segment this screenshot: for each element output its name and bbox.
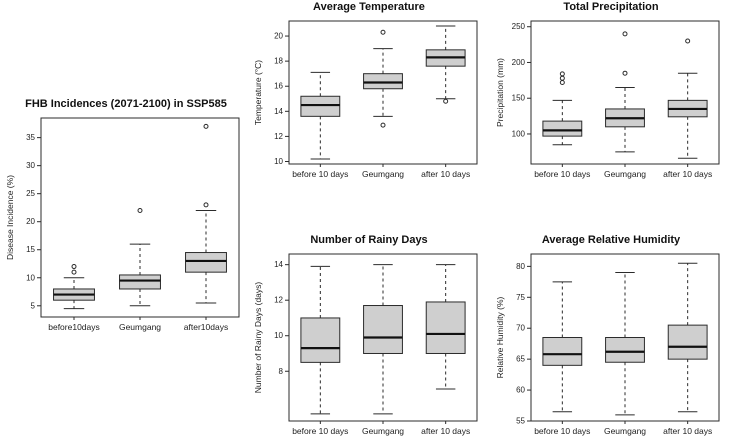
svg-text:5: 5 [31, 301, 36, 310]
svg-text:60: 60 [516, 386, 525, 395]
svg-text:55: 55 [516, 417, 525, 426]
panel-relative-humidity: Average Relative Humidity 55 60 65 70 75 80 Re… [494, 234, 728, 444]
svg-text:35: 35 [26, 133, 35, 142]
svg-text:75: 75 [516, 293, 525, 302]
svg-text:250: 250 [512, 22, 526, 31]
svg-text:12: 12 [274, 296, 283, 305]
chart-title-fhb: FHB Incidences (2071-2100) in SSP585 [25, 98, 227, 110]
svg-text:200: 200 [512, 58, 526, 67]
boxplot-average-temperature: 10 12 14 16 18 20 Temperature (°C) before 10 da… [253, 20, 478, 179]
svg-text:after 10 days: after 10 days [421, 426, 470, 436]
panel-rainy-days: Number of Rainy Days 8 10 12 14 Number of Ra… [252, 234, 486, 444]
svg-text:70: 70 [516, 324, 525, 333]
svg-text:before 10 days: before 10 days [534, 426, 590, 436]
chart-title-rainy-days: Number of Rainy Days [310, 234, 428, 246]
svg-text:18: 18 [274, 57, 283, 66]
panel-total-precipitation: Total Precipitation 100 150 200 250 Precipit… [494, 1, 728, 187]
svg-text:Temperature (°C): Temperature (°C) [253, 60, 263, 125]
svg-text:30: 30 [26, 161, 35, 170]
svg-text:16: 16 [274, 82, 283, 91]
svg-text:65: 65 [516, 355, 525, 364]
svg-text:20: 20 [274, 32, 283, 41]
svg-text:after10days: after10days [184, 322, 228, 332]
boxplot-fhb-incidence: 5 10 15 20 25 30 35 Disease Incidence (%) before… [5, 117, 240, 332]
svg-text:before10days: before10days [48, 322, 100, 332]
svg-text:Precipitation (mm): Precipitation (mm) [495, 58, 505, 127]
panel-fhb-incidence: FHB Incidences (2071-2100) in SSP585 5 10… [4, 98, 248, 340]
svg-text:10: 10 [274, 157, 283, 166]
boxplot-relative-humidity: 55 60 65 70 75 80 Relative Humidity (%) before … [495, 253, 720, 436]
svg-text:Relative Humidity (%): Relative Humidity (%) [495, 296, 505, 378]
svg-text:14: 14 [274, 107, 283, 116]
svg-text:14: 14 [274, 260, 283, 269]
svg-text:10: 10 [274, 331, 283, 340]
svg-text:100: 100 [512, 129, 526, 138]
svg-text:Geumgang: Geumgang [604, 169, 646, 179]
svg-text:before 10 days: before 10 days [292, 426, 348, 436]
chart-title-precipitation: Total Precipitation [563, 1, 659, 13]
svg-text:Geumgang: Geumgang [362, 426, 404, 436]
svg-text:before 10 days: before 10 days [534, 169, 590, 179]
svg-text:20: 20 [26, 217, 35, 226]
chart-title-temperature: Average Temperature [313, 1, 425, 13]
svg-text:10: 10 [26, 273, 35, 282]
svg-text:Geumgang: Geumgang [119, 322, 161, 332]
chart-title-relative-humidity: Average Relative Humidity [541, 234, 681, 246]
boxplot-total-precipitation: 100 150 200 250 Precipitation (mm) before 10 … [495, 20, 720, 179]
panel-average-temperature: Average Temperature 10 12 14 16 18 20 Temperat… [252, 1, 486, 187]
svg-text:15: 15 [26, 245, 35, 254]
svg-text:before 10 days: before 10 days [292, 169, 348, 179]
svg-text:after 10 days: after 10 days [663, 169, 712, 179]
svg-text:Geumgang: Geumgang [604, 426, 646, 436]
svg-text:after 10 days: after 10 days [663, 426, 712, 436]
boxplot-rainy-days: 8 10 12 14 Number of Rainy Days (days) before… [253, 253, 478, 436]
svg-text:Number of Rainy Days (days): Number of Rainy Days (days) [253, 282, 263, 394]
svg-text:80: 80 [516, 262, 525, 271]
svg-text:25: 25 [26, 189, 35, 198]
svg-text:12: 12 [274, 132, 283, 141]
svg-text:150: 150 [512, 94, 526, 103]
svg-text:Disease Incidence (%): Disease Incidence (%) [5, 175, 15, 260]
svg-text:8: 8 [279, 367, 284, 376]
svg-text:after 10 days: after 10 days [421, 169, 470, 179]
svg-text:Geumgang: Geumgang [362, 169, 404, 179]
